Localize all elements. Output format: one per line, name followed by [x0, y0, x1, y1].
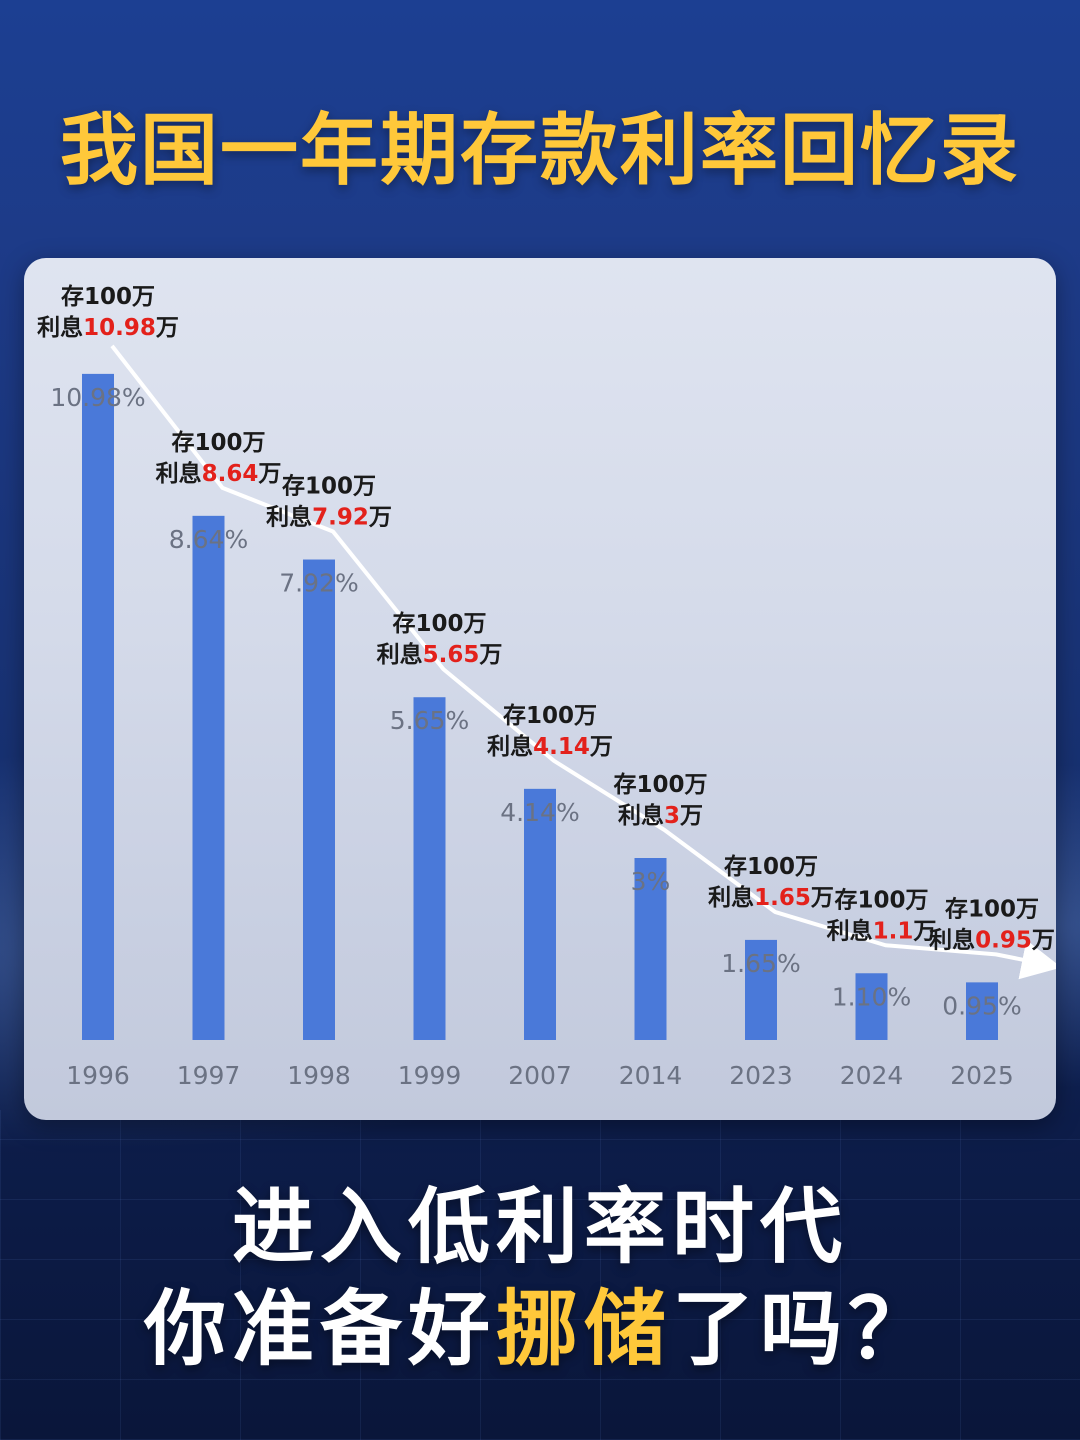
- annotation-deposit: 存100万: [61, 283, 155, 310]
- annotation-deposit: 存100万: [171, 429, 265, 456]
- annotation-interest: 利息3万: [618, 802, 703, 829]
- x-tick-label: 2014: [619, 1061, 683, 1090]
- bar: [634, 858, 667, 1040]
- annotation-deposit: 存100万: [392, 610, 486, 637]
- annotation-interest: 利息1.65万: [708, 884, 834, 911]
- annotation-interest: 利息0.95万: [929, 926, 1055, 953]
- annotation-interest-suffix: 万: [156, 315, 179, 341]
- annotation-interest-suffix: 万: [369, 505, 392, 531]
- footer-highlight: 挪储: [495, 1282, 672, 1377]
- x-tick-label: 2025: [950, 1061, 1014, 1090]
- annotation-deposit: 存100万: [613, 771, 707, 798]
- x-tick-label: 2023: [729, 1061, 793, 1090]
- annotation-deposit: 存100万: [834, 886, 928, 913]
- bar: [192, 515, 225, 1040]
- x-tick-label: 1997: [177, 1061, 241, 1090]
- x-tick-label: 2007: [508, 1061, 572, 1090]
- annotation-interest-amount: 1.65: [754, 885, 811, 911]
- annotation-interest-amount: 0.95: [975, 927, 1032, 953]
- bar: [966, 982, 998, 1040]
- annotation-interest-amount: 8.64: [202, 461, 259, 487]
- annotation-deposit: 存100万: [945, 895, 1039, 922]
- annotation-interest-prefix: 利息: [618, 802, 664, 829]
- annotation-interest-suffix: 万: [590, 734, 613, 760]
- footer-question-end: 了吗？: [672, 1282, 937, 1377]
- footer-question-start: 你准备好: [143, 1282, 496, 1377]
- bar: [855, 973, 888, 1040]
- bars-group: [82, 373, 998, 1040]
- annotation-interest-suffix: 万: [258, 461, 281, 487]
- bar-value-label: 10.98%: [50, 383, 145, 412]
- annotation-interest-prefix: 利息: [156, 460, 202, 487]
- x-tick-label: 2024: [840, 1061, 904, 1090]
- annotation-interest-amount: 4.14: [533, 734, 590, 760]
- annotation-interest-suffix: 万: [680, 803, 703, 829]
- footer-question: 你准备好挪储了吗？: [0, 1262, 1080, 1381]
- annotation-interest-amount: 10.98: [83, 315, 156, 341]
- bar-value-label: 4.14%: [500, 798, 579, 827]
- bar-value-label: 7.92%: [279, 569, 358, 598]
- bar-value-label: 0.95%: [942, 991, 1021, 1020]
- bar-value-label: 1.10%: [832, 982, 911, 1011]
- annotation-interest-prefix: 利息: [487, 733, 533, 760]
- annotation-interest-amount: 5.65: [423, 642, 480, 668]
- annotation-interest-prefix: 利息: [266, 504, 312, 531]
- annotation-interest-amount: 1.1: [873, 918, 914, 944]
- trend-arrow-line: [110, 344, 1056, 980]
- bar-value-label: 8.64%: [169, 525, 248, 554]
- annotation-interest-amount: 3: [664, 803, 680, 829]
- annotation-interest-suffix: 万: [913, 918, 936, 944]
- bar-value-label: 1.65%: [721, 949, 800, 978]
- footer-headline: 进入低利率时代: [231, 1180, 848, 1275]
- bar: [413, 697, 446, 1040]
- annotation-interest-suffix: 万: [1032, 927, 1055, 953]
- annotation-interest: 利息4.14万: [487, 733, 613, 760]
- annotation-interest-prefix: 利息: [37, 314, 83, 341]
- x-tick-label: 1999: [398, 1061, 462, 1090]
- annotation-interest: 利息8.64万: [156, 460, 282, 487]
- trend-line-group: [110, 344, 1056, 980]
- bar: [524, 788, 556, 1040]
- annotation-deposit: 存100万: [503, 702, 597, 729]
- chart-panel: 10.98% 8.64% 7.92% 5.65% 4.14% 3% 1.65% 1.10% 0.…: [24, 258, 1056, 1120]
- annotation-interest: 利息1.1万: [827, 917, 937, 944]
- annotation-interest-amount: 7.92: [312, 505, 369, 531]
- x-tick-label: 1998: [287, 1061, 351, 1090]
- annotation-deposit: 存100万: [724, 853, 818, 880]
- bar-chart: 10.98% 8.64% 7.92% 5.65% 4.14% 3% 1.65% 1.10% 0.…: [37, 283, 1056, 1090]
- bar: [745, 939, 777, 1040]
- bar-value-label: 3%: [631, 867, 671, 896]
- value-labels-group: 10.98% 8.64% 7.92% 5.65% 4.14% 3% 1.65% 1.10% 0.…: [50, 383, 1021, 1020]
- annotation-interest-prefix: 利息: [929, 926, 975, 953]
- annotation-deposit: 存100万: [282, 473, 376, 500]
- annotation-interest: 利息5.65万: [377, 641, 503, 668]
- annotation-interest-suffix: 万: [479, 642, 502, 668]
- annotation-interest: 利息10.98万: [37, 314, 179, 341]
- page-title: 我国一年期存款利率回忆录: [59, 106, 1020, 196]
- bar: [303, 559, 335, 1040]
- annotation-interest-prefix: 利息: [377, 641, 423, 668]
- annotation-interest: 利息7.92万: [266, 504, 392, 531]
- x-tick-label: 1996: [66, 1061, 130, 1090]
- annotation-interest-prefix: 利息: [827, 917, 873, 944]
- floor-grid-background: [0, 1110, 1080, 1440]
- bar: [82, 373, 114, 1040]
- bar-value-label: 5.65%: [390, 706, 469, 735]
- x-tick-labels-group: 1996 1997 1998 1999 2007 2014 2023 2024 2025: [66, 1061, 1014, 1090]
- annotation-interest-prefix: 利息: [708, 884, 754, 911]
- annotation-interest-suffix: 万: [811, 885, 834, 911]
